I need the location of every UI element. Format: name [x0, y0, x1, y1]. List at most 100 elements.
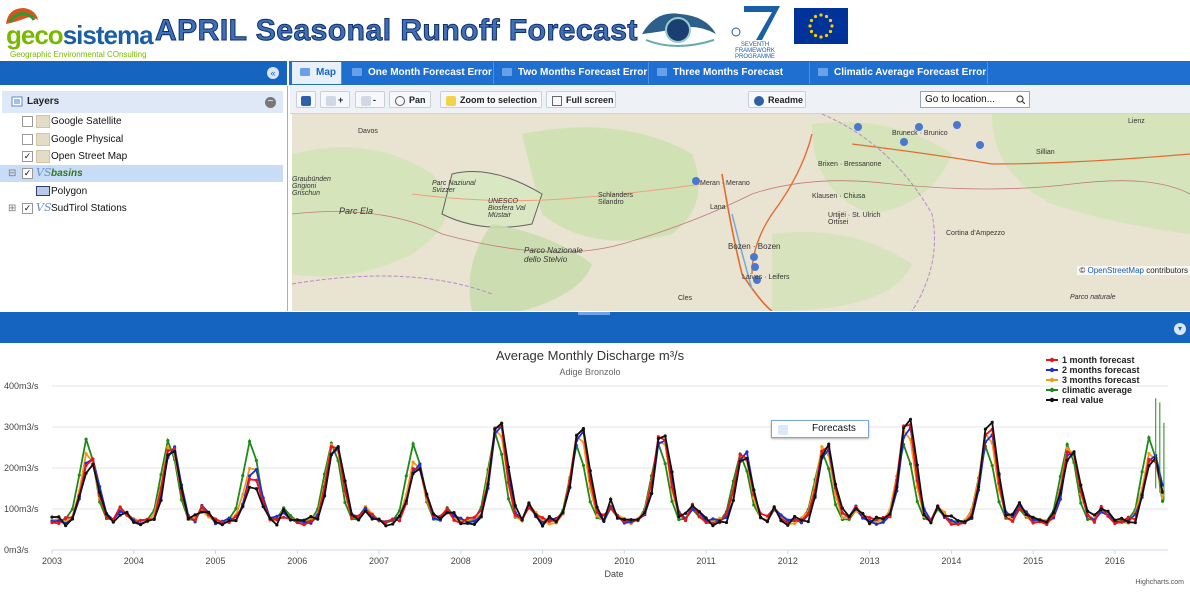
app-header: gecosistema Geographic Environmental COn… — [0, 0, 1190, 60]
data-point — [166, 445, 170, 449]
search-icon[interactable] — [1016, 95, 1025, 104]
layer-checkbox-checked[interactable]: ✓ — [22, 168, 33, 179]
map-label: Parc Ela — [339, 206, 374, 216]
data-point — [970, 515, 974, 519]
layer-checkbox-checked[interactable]: ✓ — [22, 151, 33, 162]
tab-map[interactable]: Map — [292, 62, 342, 84]
map-canvas[interactable]: Davos Lienz Bruneck · Brunico Sillian Br… — [292, 114, 1190, 311]
collapse-panel-icon[interactable]: « — [267, 67, 279, 79]
data-point — [438, 517, 442, 521]
data-point — [643, 510, 647, 515]
layer-checkbox[interactable] — [22, 134, 33, 145]
data-point — [411, 466, 415, 471]
data-point — [752, 503, 756, 507]
data-point — [98, 490, 102, 495]
x-tick-label: 2010 — [614, 556, 634, 566]
data-point — [534, 513, 538, 517]
pan-button[interactable]: Pan — [389, 91, 431, 108]
data-point — [104, 512, 109, 516]
expand-node-icon[interactable]: ⊞ — [8, 203, 17, 214]
data-point — [1011, 519, 1015, 523]
data-point — [445, 511, 449, 515]
data-point — [663, 461, 667, 466]
map-label: Brixen · Bressanone — [818, 161, 882, 168]
tab-two-months-label: Two Months Forecast Error — [518, 67, 648, 78]
tab-one-month-error[interactable]: One Month Forecast Error — [344, 62, 494, 84]
data-point — [1079, 501, 1083, 505]
data-point — [118, 513, 122, 517]
layer-checkbox-checked[interactable]: ✓ — [22, 203, 33, 214]
tab-climatic-average-error[interactable]: Climatic Average Forecast Error — [810, 62, 988, 84]
layer-google-physical[interactable]: Google Physical — [0, 131, 283, 148]
tab-two-months-error[interactable]: Two Months Forecast Error — [494, 62, 649, 84]
data-point — [1120, 516, 1124, 520]
zoom-to-selection-button[interactable]: Zoom to selection — [440, 91, 542, 108]
data-point — [64, 516, 68, 520]
data-point — [418, 462, 422, 466]
home-button[interactable] — [296, 91, 316, 108]
y-axis: 0m3/s 100m3/s 200m3/s 300m3/s 400m3/s — [4, 381, 39, 555]
data-point — [166, 449, 170, 453]
data-point — [752, 488, 756, 492]
layer-google-satellite[interactable]: Google Satellite — [0, 113, 283, 130]
data-point — [615, 516, 620, 520]
eu-star-icon — [828, 18, 833, 23]
collapse-chart-icon[interactable]: ▾ — [1174, 323, 1186, 335]
data-point — [908, 462, 913, 466]
osm-link[interactable]: OpenStreetMap — [1087, 266, 1144, 275]
data-point — [1058, 491, 1062, 495]
layer-basins[interactable]: ⊟ ✓ VS basins — [0, 165, 283, 182]
full-screen-button[interactable]: Full screen — [546, 91, 616, 108]
zoom-in-button[interactable]: + — [320, 91, 350, 108]
data-point — [472, 519, 477, 523]
legend-marker — [1049, 397, 1055, 403]
splitter-handle[interactable] — [578, 312, 610, 315]
zoom-in-icon — [326, 95, 336, 106]
collapse-node-icon[interactable]: ⊟ — [8, 168, 17, 179]
data-point — [1065, 458, 1069, 462]
data-point — [397, 519, 402, 523]
data-point — [997, 472, 1001, 476]
data-point — [370, 512, 374, 517]
data-point — [779, 513, 783, 517]
map-label: Bruneck · Brunico — [892, 130, 948, 137]
data-point — [793, 521, 797, 526]
data-point — [540, 524, 545, 528]
data-point — [997, 500, 1001, 504]
chart-series — [50, 398, 1165, 528]
chart-icon — [352, 68, 362, 77]
x-axis-title: Date — [604, 569, 623, 579]
data-point — [295, 520, 299, 525]
data-point — [1099, 507, 1103, 511]
tab-one-month-label: One Month Forecast Error — [368, 67, 492, 78]
data-point — [132, 520, 136, 524]
layer-sudtirol-stations[interactable]: ⊞ ✓ VS SudTirol Stations — [0, 200, 283, 217]
data-point — [990, 420, 994, 425]
data-point — [1011, 515, 1015, 519]
layer-open-street-map[interactable]: ✓ Open Street Map — [0, 148, 283, 165]
data-point — [956, 519, 960, 523]
highcharts-credit[interactable]: Highcharts.com — [1135, 579, 1184, 586]
data-point — [799, 518, 804, 522]
readme-button[interactable]: Readme — [748, 91, 806, 108]
forecasts-button[interactable]: Forecasts — [771, 420, 869, 438]
map-toolbar: + - Pan Zoom to selection Full screen Go… — [290, 86, 1190, 114]
tab-three-months-error[interactable]: Three Months Forecast Error — [649, 62, 810, 100]
layer-checkbox[interactable] — [22, 116, 33, 127]
data-point — [513, 513, 517, 517]
data-point — [486, 482, 490, 487]
fp7-caption: SEVENTH FRAMEWORK PROGRAMME — [734, 42, 775, 60]
data-point — [942, 510, 947, 514]
collapse-layers-icon[interactable]: − — [265, 97, 276, 108]
x-tick-label: 2015 — [1023, 556, 1043, 566]
x-tick-label: 2016 — [1105, 556, 1125, 566]
go-to-location-input[interactable]: Go to location... — [920, 91, 1030, 108]
data-point — [159, 472, 163, 477]
chart-title: Average Monthly Discharge m³/s — [496, 348, 685, 363]
series-line — [51, 417, 1164, 528]
map-label: Parco naturale — [1070, 294, 1116, 301]
data-point — [1017, 501, 1022, 505]
data-point — [282, 507, 286, 512]
zoom-out-button[interactable]: - — [355, 91, 385, 108]
